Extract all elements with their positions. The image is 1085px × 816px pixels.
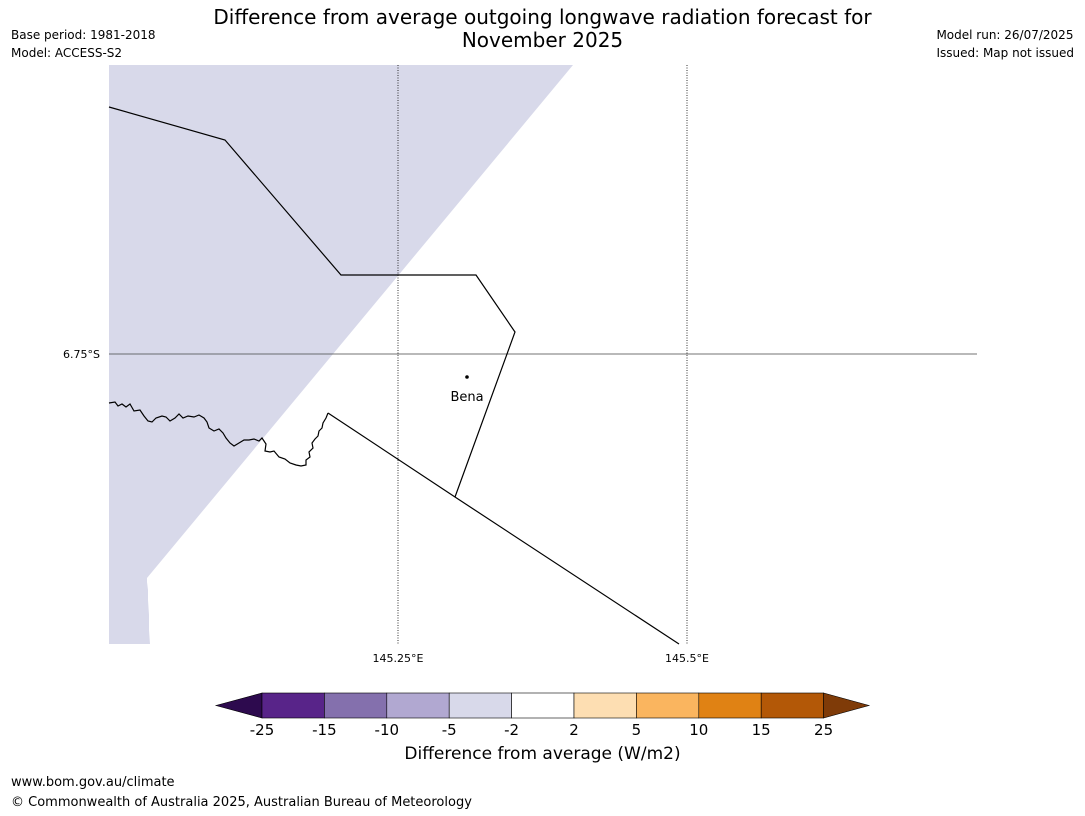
bena-location-marker — [465, 375, 469, 379]
footer-url: www.bom.gov.au/climate — [11, 775, 175, 790]
meta-left: Base period: 1981-2018 Model: ACCESS-S2 — [11, 26, 156, 62]
meta-right: Model run: 26/07/2025 Issued: Map not is… — [936, 26, 1074, 62]
legend-tick-label: 15 — [752, 721, 771, 739]
legend-bin — [324, 692, 388, 719]
legend-bin — [261, 692, 325, 719]
legend-tick-label: -5 — [442, 721, 457, 739]
river-boundary — [108, 401, 329, 467]
colour-legend: -25 -15 -10 -5 -2 2 5 10 15 25 — [214, 692, 871, 739]
legend-tick-label: -2 — [504, 721, 519, 739]
map-title: Difference from average outgoing longwav… — [0, 6, 1085, 52]
anomaly-shaded-region — [109, 65, 573, 644]
legend-bin — [760, 692, 824, 719]
legend-bin — [511, 692, 575, 719]
legend-arrow-low — [214, 692, 263, 719]
legend-arrow-high — [823, 692, 871, 719]
legend-tick-label: -15 — [312, 721, 337, 739]
legend-bin — [636, 692, 700, 719]
bena-label: Bena — [450, 390, 483, 405]
legend-title: Difference from average (W/m2) — [404, 744, 681, 764]
legend-tick-label: -25 — [250, 721, 275, 739]
legend-tick-label: 2 — [569, 721, 579, 739]
map-title-line2: November 2025 — [461, 28, 624, 52]
footer-copyright: © Commonwealth of Australia 2025, Austra… — [11, 795, 472, 810]
legend-tick-label: 10 — [689, 721, 708, 739]
legend-bin — [573, 692, 637, 719]
longitude-label-145-5: 145.5°E — [665, 652, 709, 665]
longitude-label-145-25: 145.25°E — [373, 652, 424, 665]
legend-bin — [448, 692, 512, 719]
model-run-text: Model run: 26/07/2025 — [936, 28, 1074, 42]
province-boundary-north — [108, 106, 516, 498]
base-period-text: Base period: 1981-2018 — [11, 28, 156, 42]
legend-bin — [698, 692, 762, 719]
legend-tick-label: 5 — [632, 721, 642, 739]
latitude-label: 6.75°S — [63, 348, 100, 361]
issued-text: Issued: Map not issued — [936, 46, 1074, 60]
legend-tick-label: 25 — [814, 721, 833, 739]
model-text: Model: ACCESS-S2 — [11, 46, 123, 60]
legend-bin — [386, 692, 450, 719]
map-title-line1: Difference from average outgoing longwav… — [213, 5, 872, 29]
legend-tick-label: -10 — [375, 721, 400, 739]
province-boundary-south — [327, 412, 680, 645]
